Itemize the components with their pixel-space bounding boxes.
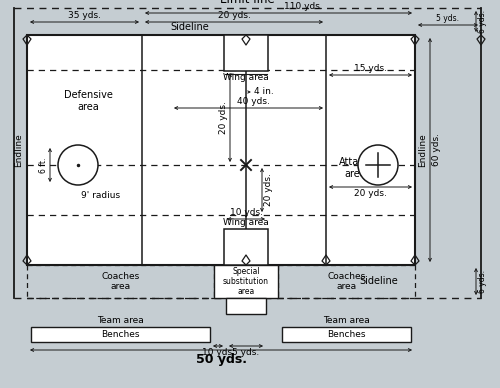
Text: 6 ft.: 6 ft. <box>39 157 48 173</box>
Text: 5 yds.: 5 yds. <box>436 14 460 23</box>
Text: 60 yds.: 60 yds. <box>432 133 441 166</box>
Text: 20 yds.: 20 yds. <box>218 11 250 20</box>
Text: Endline: Endline <box>14 133 24 167</box>
Text: 9' radius: 9' radius <box>81 191 120 200</box>
Text: Special
substitution
area: Special substitution area <box>223 267 269 296</box>
Text: 5 yds.: 5 yds. <box>232 348 260 357</box>
Text: Wing area: Wing area <box>223 73 269 82</box>
Text: Team area: Team area <box>97 316 144 325</box>
Text: Wing area: Wing area <box>223 218 269 227</box>
Bar <box>224 35 268 71</box>
Bar <box>224 229 268 265</box>
Bar <box>214 265 278 298</box>
Text: 10 yds.: 10 yds. <box>202 348 234 357</box>
Text: 4 in.: 4 in. <box>254 88 274 97</box>
Text: Benches: Benches <box>327 330 366 339</box>
Text: 50 yds.: 50 yds. <box>196 353 246 366</box>
Text: Defensive
area: Defensive area <box>64 90 112 112</box>
Text: 20 yds.: 20 yds. <box>219 101 228 134</box>
Text: Benches: Benches <box>101 330 140 339</box>
Text: 110 yds.: 110 yds. <box>284 2 323 11</box>
Circle shape <box>58 145 98 185</box>
Bar <box>31 327 210 342</box>
Text: Coaches
area: Coaches area <box>102 272 140 291</box>
Text: Endline: Endline <box>418 133 428 167</box>
Text: Team area: Team area <box>323 316 370 325</box>
Bar <box>27 35 415 265</box>
Text: Sideline: Sideline <box>170 22 209 32</box>
Text: Limit line: Limit line <box>220 0 275 6</box>
Text: 40 yds.: 40 yds. <box>237 97 270 106</box>
Circle shape <box>358 145 398 185</box>
Text: 15 yds.: 15 yds. <box>354 64 387 73</box>
Text: 6 yds.: 6 yds. <box>478 10 487 33</box>
Text: Coaches
area: Coaches area <box>328 272 366 291</box>
Text: 35 yds.: 35 yds. <box>68 11 101 20</box>
Text: 6 yds.: 6 yds. <box>478 270 487 293</box>
Text: 10 yds.: 10 yds. <box>230 208 262 217</box>
Text: 20 yds.: 20 yds. <box>264 173 273 206</box>
Text: Sideline: Sideline <box>359 277 398 286</box>
Bar <box>226 298 266 314</box>
Text: 20 yds.: 20 yds. <box>354 189 387 198</box>
Text: Timers: Timers <box>232 301 260 310</box>
Bar <box>282 327 411 342</box>
Text: Attack
area: Attack area <box>340 157 370 178</box>
